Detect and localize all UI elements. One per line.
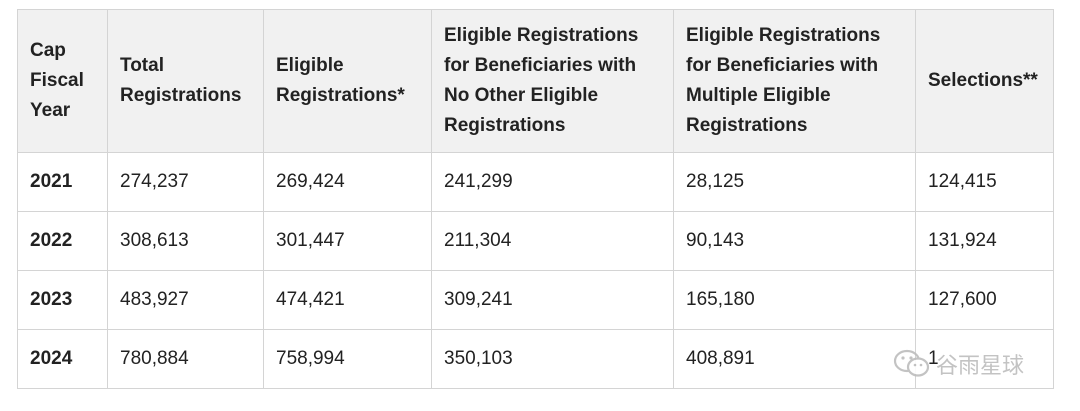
cell-eligible-multiple: 408,891	[673, 329, 916, 389]
cell-year: 2021	[17, 152, 108, 212]
cell-year: 2023	[17, 270, 108, 330]
table-header-row: Cap Fiscal Year Total Registrations Elig…	[17, 9, 1054, 153]
cell-eligible-no-other: 211,304	[431, 211, 674, 271]
cell-eligible-multiple: 90,143	[673, 211, 916, 271]
cell-eligible-registrations: 758,994	[263, 329, 432, 389]
cell-selections: 131,924	[915, 211, 1054, 271]
cell-selections: 1	[915, 329, 1054, 389]
cell-total-registrations: 780,884	[107, 329, 264, 389]
cell-eligible-no-other: 241,299	[431, 152, 674, 212]
cell-eligible-multiple: 28,125	[673, 152, 916, 212]
header-eligible-multiple: Eligible Registrations for Beneficiaries…	[673, 9, 916, 153]
header-total-registrations: Total Registrations	[107, 9, 264, 153]
cell-total-registrations: 483,927	[107, 270, 264, 330]
cell-year: 2022	[17, 211, 108, 271]
cell-eligible-no-other: 350,103	[431, 329, 674, 389]
header-cap-fiscal-year: Cap Fiscal Year	[17, 9, 108, 153]
cell-eligible-multiple: 165,180	[673, 270, 916, 330]
cell-eligible-registrations: 474,421	[263, 270, 432, 330]
table-row: 2021 274,237 269,424 241,299 28,125 124,…	[17, 152, 1054, 212]
cell-eligible-registrations: 301,447	[263, 211, 432, 271]
header-eligible-registrations: Eligible Registrations*	[263, 9, 432, 153]
table-row: 2022 308,613 301,447 211,304 90,143 131,…	[17, 211, 1054, 271]
table-row: 2023 483,927 474,421 309,241 165,180 127…	[17, 270, 1054, 330]
cell-year: 2024	[17, 329, 108, 389]
cell-total-registrations: 274,237	[107, 152, 264, 212]
cell-selections: 124,415	[915, 152, 1054, 212]
cell-selections: 127,600	[915, 270, 1054, 330]
table-row: 2024 780,884 758,994 350,103 408,891 1	[17, 329, 1054, 389]
h1b-registration-table: Cap Fiscal Year Total Registrations Elig…	[17, 9, 1054, 389]
cell-eligible-registrations: 269,424	[263, 152, 432, 212]
header-eligible-no-other: Eligible Registrations for Beneficiaries…	[431, 9, 674, 153]
header-selections: Selections**	[915, 9, 1054, 153]
cell-total-registrations: 308,613	[107, 211, 264, 271]
cell-eligible-no-other: 309,241	[431, 270, 674, 330]
